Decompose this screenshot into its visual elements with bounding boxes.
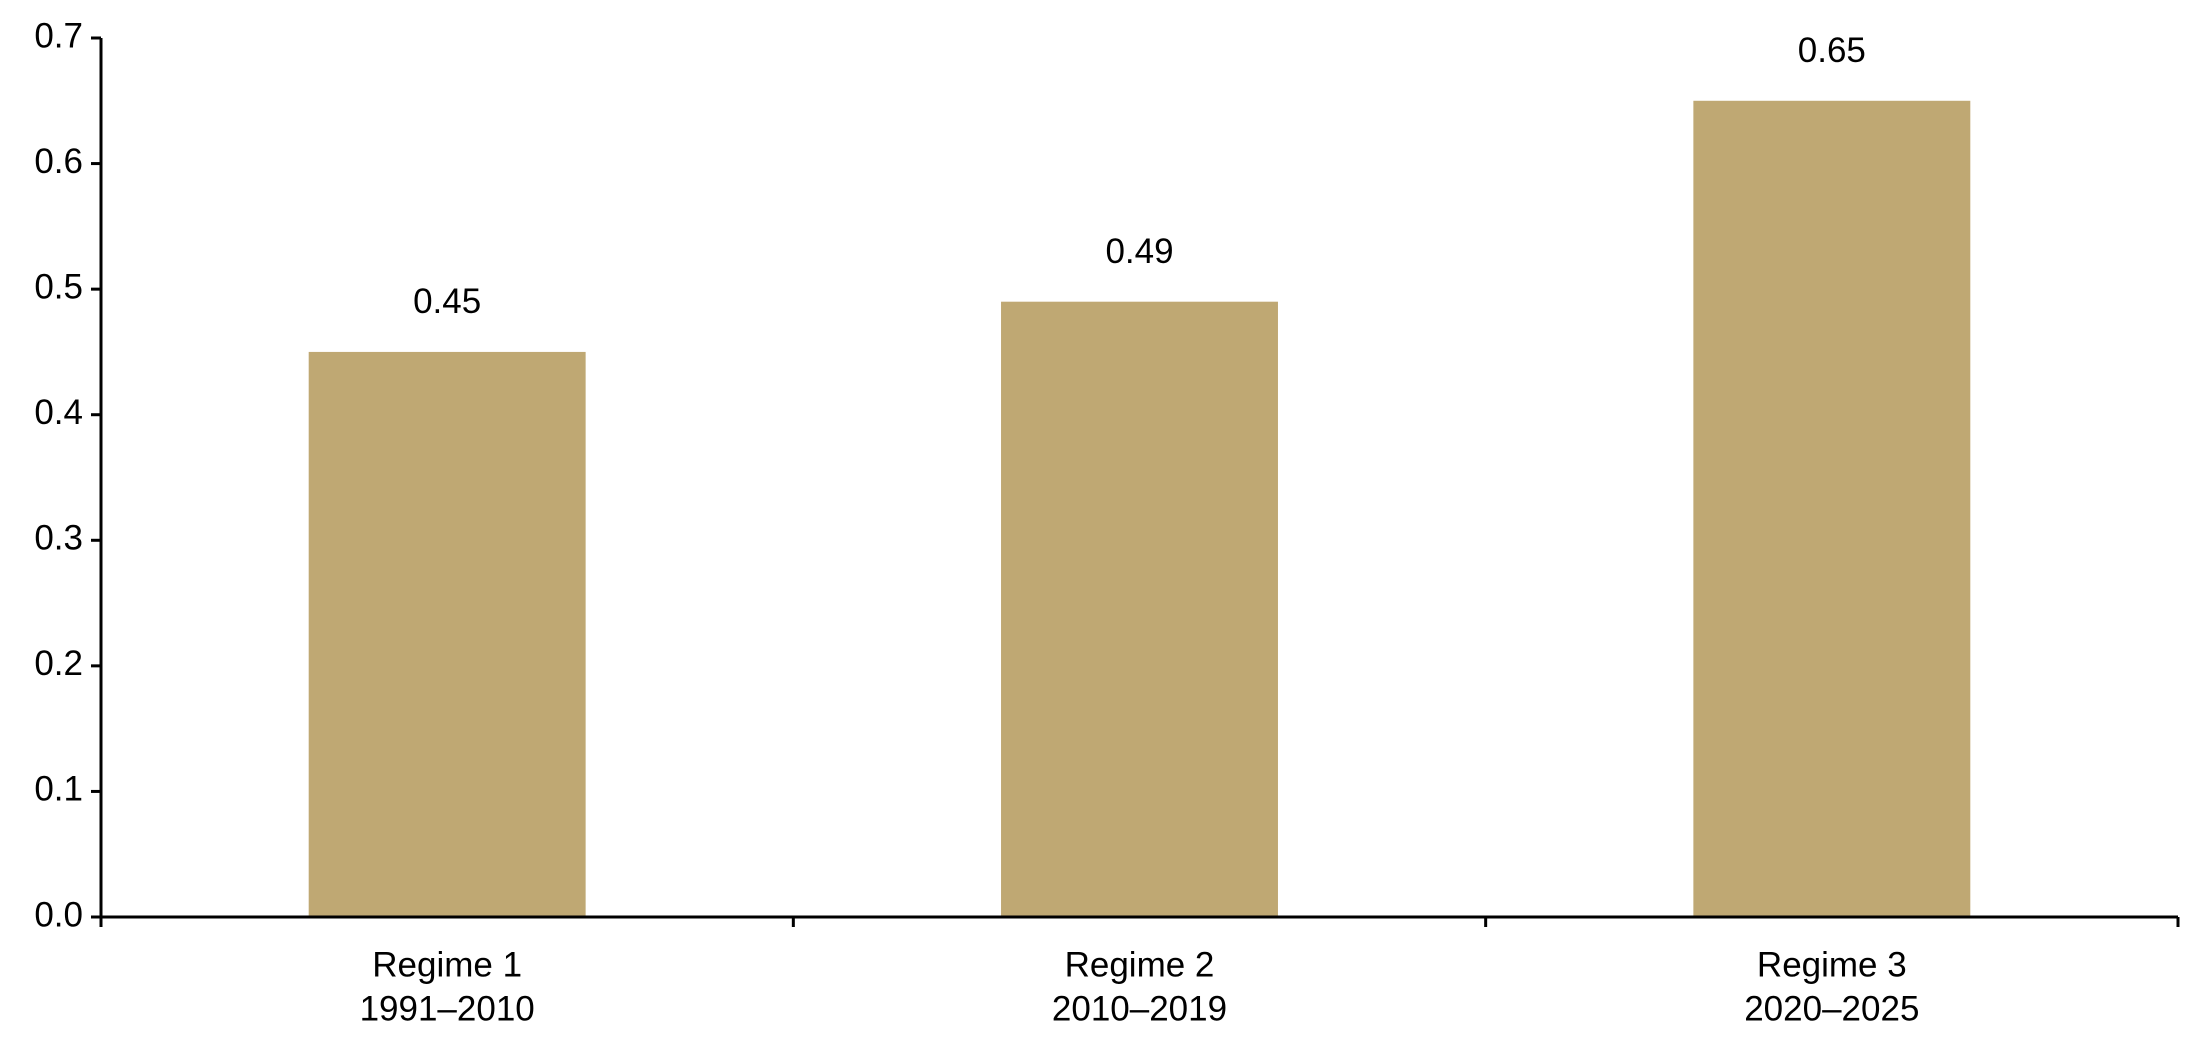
y-tick-label: 0.7 [34, 16, 83, 55]
y-tick-label: 0.2 [34, 644, 83, 683]
x-tick-label: Regime 3 [1757, 945, 1907, 984]
y-tick-label: 0.4 [34, 393, 83, 432]
y-tick-label: 0.6 [34, 142, 83, 181]
x-tick-label: Regime 2 [1065, 945, 1215, 984]
bar [1001, 301, 1278, 917]
x-tick-label: 1991–2010 [360, 989, 535, 1028]
y-tick-label: 0.3 [34, 519, 83, 558]
bar [308, 351, 586, 917]
bar [1693, 100, 1971, 918]
x-tick-label: 2020–2025 [1744, 989, 1919, 1028]
value-label: 0.49 [1105, 232, 1173, 271]
x-tick-label: 2010–2019 [1052, 989, 1227, 1028]
value-label: 0.45 [413, 282, 481, 321]
y-tick-label: 0.0 [34, 895, 83, 934]
x-tick-label: Regime 1 [372, 945, 522, 984]
y-tick-label: 0.5 [34, 267, 83, 306]
value-label: 0.65 [1798, 31, 1866, 70]
y-tick-label: 0.1 [34, 770, 83, 809]
